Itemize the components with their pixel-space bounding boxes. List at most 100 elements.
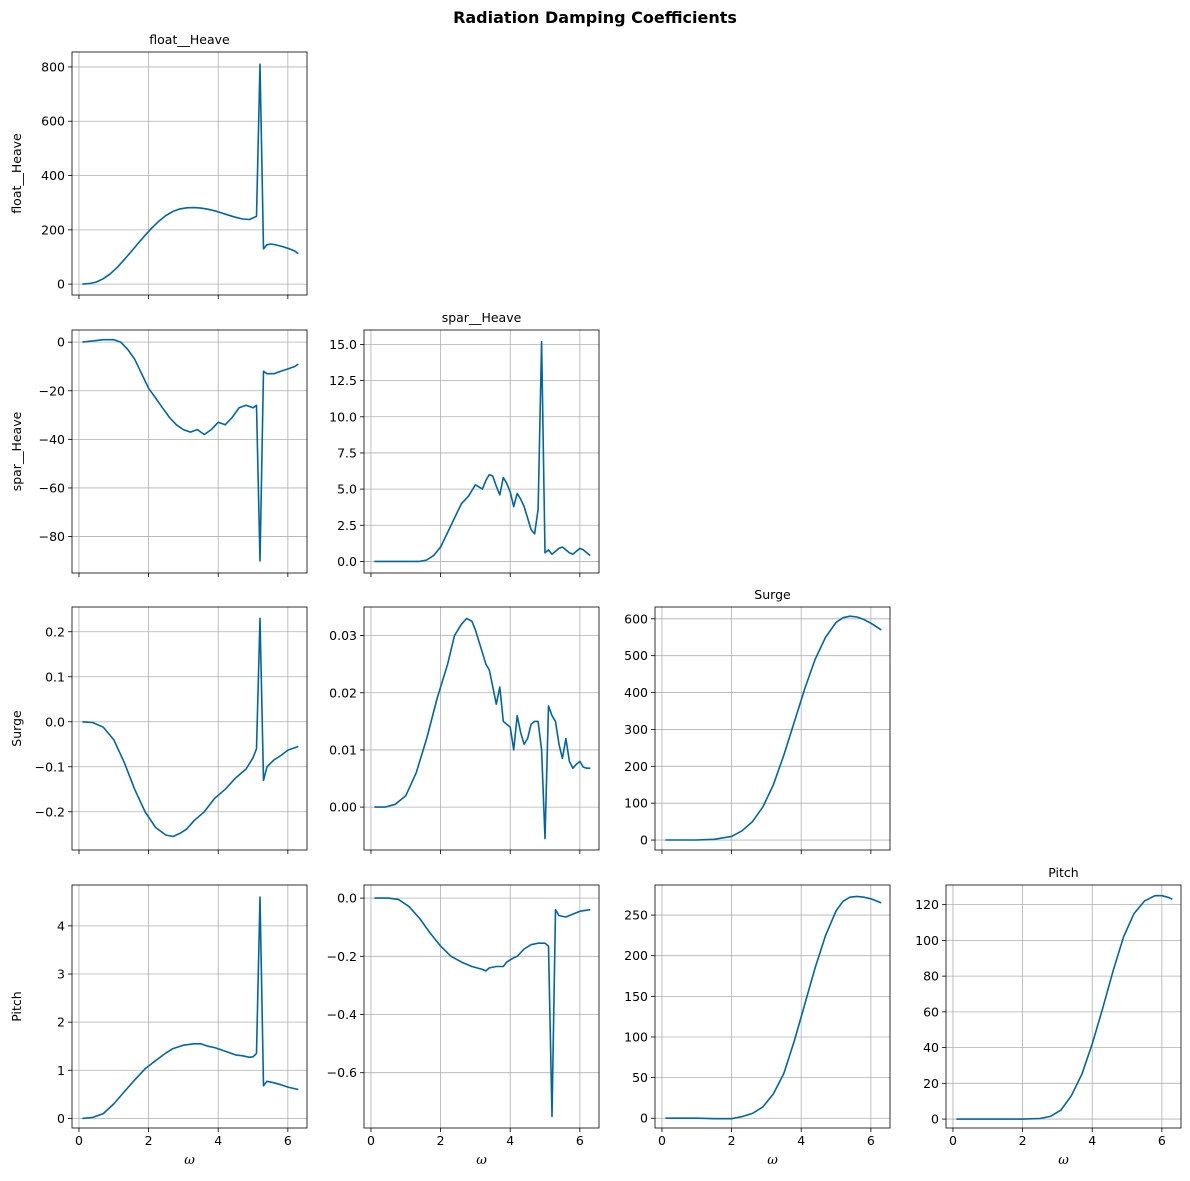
subplot-r2c1: 0.00 0.01 0.02 0.03 xyxy=(329,606,600,854)
y-tick-label: 200 xyxy=(624,948,648,963)
axes-frame xyxy=(363,329,600,574)
axes-frame xyxy=(71,329,308,574)
axes-frame xyxy=(654,884,891,1129)
axes-frame xyxy=(363,884,600,1129)
y-axis-label: spar__Heave xyxy=(9,411,24,491)
y-tick-label: −40 xyxy=(39,432,65,447)
figure-suptitle: Radiation Damping Coefficients xyxy=(453,8,737,27)
y-tick-label: 7.5 xyxy=(337,445,357,460)
y-tick-label: 120 xyxy=(915,897,939,912)
y-axis-label: Surge xyxy=(9,710,24,747)
x-tick-label: 4 xyxy=(506,1133,514,1148)
y-tick-label: 4 xyxy=(57,918,65,933)
subplot-r2c2: 0 100 200 300 400 500 600 Surge xyxy=(624,587,891,854)
y-tick-label: −80 xyxy=(39,529,65,544)
y-tick-label: 0.01 xyxy=(329,742,357,757)
series-line xyxy=(374,897,591,1118)
x-tick-label: 2 xyxy=(437,1133,445,1148)
series-line xyxy=(82,896,299,1120)
y-tick-label: 20 xyxy=(923,1076,939,1091)
subplot-r3c2: 0 2 4 6 0 50 100 150 200 250 ω xyxy=(624,884,891,1168)
subplot-title: float__Heave xyxy=(149,32,230,47)
y-tick-label: 0.0 xyxy=(45,714,65,729)
y-tick-label: 0.2 xyxy=(45,624,65,639)
y-tick-label: 0.0 xyxy=(337,891,357,906)
series-line xyxy=(956,894,1173,1120)
series-line xyxy=(374,340,591,563)
x-tick-label: 0 xyxy=(367,1133,375,1148)
subplot-r1c1: 0.0 2.5 5.0 7.5 10.0 12.5 15.0 spar__Heave xyxy=(329,310,600,577)
y-tick-label: 100 xyxy=(624,1029,648,1044)
series-line xyxy=(82,617,299,838)
axes-frame xyxy=(71,606,308,851)
series-line xyxy=(82,63,299,285)
y-tick-label: −0.2 xyxy=(327,949,357,964)
y-tick-label: 200 xyxy=(624,759,648,774)
y-tick-label: 600 xyxy=(624,611,648,626)
x-tick-label: 0 xyxy=(949,1133,957,1148)
axes-frame xyxy=(945,884,1182,1129)
y-tick-label: 2 xyxy=(57,1015,65,1030)
y-tick-label: 400 xyxy=(624,685,648,700)
subplot-r0c0: 0 200 400 600 800 float__Heave float__Heave xyxy=(9,32,308,299)
y-tick-label: 0.1 xyxy=(45,669,65,684)
y-tick-label: −60 xyxy=(39,480,65,495)
y-tick-label: 100 xyxy=(624,796,648,811)
y-axis-label: float__Heave xyxy=(9,133,24,214)
axes-frame xyxy=(654,606,891,851)
x-tick-label: 6 xyxy=(284,1133,292,1148)
series-line xyxy=(82,338,299,562)
y-tick-label: 500 xyxy=(624,648,648,663)
y-tick-label: 0 xyxy=(640,833,648,848)
y-tick-label: 300 xyxy=(624,722,648,737)
x-axis-label: ω xyxy=(767,1153,778,1168)
y-tick-label: −0.2 xyxy=(35,804,65,819)
series-line xyxy=(665,895,882,1120)
x-tick-label: 4 xyxy=(797,1133,805,1148)
y-tick-label: 200 xyxy=(41,222,65,237)
y-tick-label: 0 xyxy=(57,335,65,350)
y-tick-label: 12.5 xyxy=(329,373,357,388)
y-tick-label: 80 xyxy=(923,969,939,984)
y-tick-label: 150 xyxy=(624,989,648,1004)
x-axis-label: ω xyxy=(1058,1153,1069,1168)
series-line xyxy=(374,617,591,840)
y-tick-label: 250 xyxy=(624,908,648,923)
y-tick-label: 0 xyxy=(57,1111,65,1126)
axes-frame xyxy=(71,51,308,296)
y-tick-label: 100 xyxy=(915,933,939,948)
y-tick-label: 0 xyxy=(57,277,65,292)
y-tick-label: −0.4 xyxy=(327,1007,357,1022)
y-tick-label: 0 xyxy=(931,1112,939,1127)
y-tick-label: −20 xyxy=(39,383,65,398)
x-tick-label: 2 xyxy=(145,1133,153,1148)
y-tick-label: 0.0 xyxy=(337,554,357,569)
y-tick-label: 40 xyxy=(923,1040,939,1055)
y-tick-label: 5.0 xyxy=(337,482,357,497)
y-tick-label: 1 xyxy=(57,1063,65,1078)
y-tick-label: 0 xyxy=(640,1111,648,1126)
subplot-title: Surge xyxy=(754,587,791,602)
x-axis-label: ω xyxy=(476,1153,487,1168)
y-tick-label: −0.1 xyxy=(35,759,65,774)
series-line xyxy=(665,615,882,841)
y-tick-label: 400 xyxy=(41,168,65,183)
y-axis-label: Pitch xyxy=(9,991,24,1021)
subplot-r1c0: 0 −20 −40 −60 −80 spar__Heave xyxy=(9,329,308,577)
y-tick-label: 0.03 xyxy=(329,628,357,643)
axes-frame xyxy=(363,606,600,851)
x-tick-label: 4 xyxy=(214,1133,222,1148)
y-tick-label: 600 xyxy=(41,114,65,129)
y-tick-label: 3 xyxy=(57,967,65,982)
subplot-r3c0: 0 2 4 6 0 1 2 3 4 Pitch ω xyxy=(9,884,308,1168)
y-tick-label: 0.02 xyxy=(329,685,357,700)
subplot-r3c1: 0 2 4 6 0.0 −0.2 −0.4 −0.6 ω xyxy=(327,884,600,1168)
y-tick-label: 60 xyxy=(923,1004,939,1019)
subplot-r2c0: 0.2 0.1 0.0 −0.1 −0.2 Surge xyxy=(9,606,308,854)
x-tick-label: 4 xyxy=(1088,1133,1096,1148)
axes-frame xyxy=(71,884,308,1129)
x-tick-label: 0 xyxy=(658,1133,666,1148)
y-tick-label: 15.0 xyxy=(329,337,357,352)
